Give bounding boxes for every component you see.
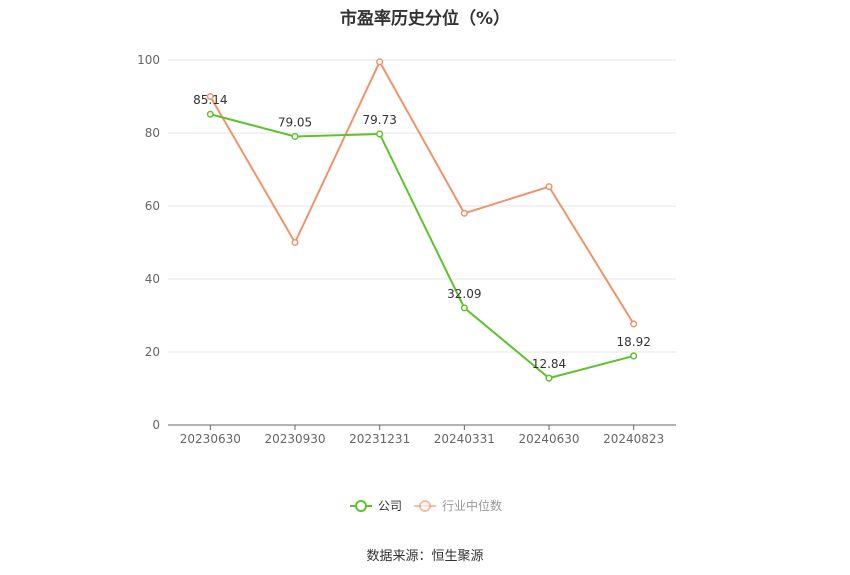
data-point (206, 110, 214, 118)
data-point (291, 132, 299, 141)
data-point (630, 320, 638, 328)
x-tick-label: 20240823 (603, 432, 664, 446)
legend-label: 公司 (378, 499, 402, 513)
data-point (376, 130, 384, 138)
data-point (460, 209, 468, 217)
legend-marker (419, 500, 431, 512)
data-label: 79.73 (362, 113, 396, 127)
data-label: 32.09 (447, 287, 481, 301)
x-tick-label: 20231231 (349, 432, 410, 446)
data-point (206, 92, 214, 101)
data-label: 79.05 (278, 115, 312, 129)
y-tick-label: 20 (145, 345, 160, 359)
data-label: 12.84 (532, 357, 566, 371)
y-tick-label: 60 (145, 199, 160, 213)
x-tick-label: 20230930 (264, 432, 325, 446)
data-point (291, 238, 299, 247)
y-tick-label: 40 (145, 272, 160, 286)
x-tick-label: 20240331 (434, 432, 495, 446)
data-point (545, 183, 553, 191)
series-line-1 (209, 59, 635, 325)
y-tick-label: 80 (145, 126, 160, 140)
legend-marker (355, 500, 367, 512)
data-point (376, 58, 384, 66)
series-line-0 (210, 113, 634, 380)
x-tick-label: 20240630 (518, 432, 579, 446)
y-tick-label: 0 (152, 418, 160, 432)
x-tick-label: 20230630 (180, 432, 241, 446)
data-label: 85.14 (193, 93, 227, 107)
data-label: 18.92 (616, 335, 650, 349)
data-source: 数据来源：恒生聚源 (366, 549, 484, 564)
y-tick-label: 100 (137, 53, 160, 67)
data-point (630, 352, 638, 360)
chart-title: 市盈率历史分位（%） (339, 9, 511, 29)
data-point (545, 374, 553, 382)
data-point (460, 304, 468, 312)
legend-label: 行业中位数 (442, 498, 502, 513)
